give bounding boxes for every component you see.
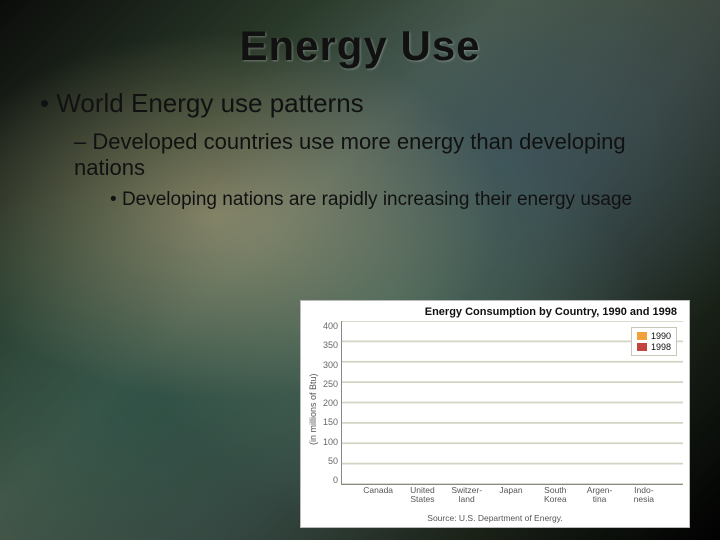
y-tick: 0 (319, 475, 338, 485)
energy-chart: Energy Consumption by Country, 1990 and … (300, 300, 690, 528)
legend-label: 1990 (651, 331, 671, 341)
x-axis-labels: CanadaUnitedStatesSwitzer-landJapanSouth… (342, 486, 683, 498)
x-tick-label: Japan (499, 486, 522, 495)
y-tick: 150 (319, 417, 338, 427)
y-axis-label: (in millions of Btu) (307, 321, 319, 497)
legend-item: 1990 (637, 331, 671, 341)
y-axis-ticks: 400 350 300 250 200 150 100 50 0 (319, 321, 341, 497)
x-tick-label: Indo-nesia (634, 486, 654, 503)
legend-label: 1998 (651, 342, 671, 352)
y-tick: 250 (319, 379, 338, 389)
y-tick: 50 (319, 456, 338, 466)
y-tick: 350 (319, 340, 338, 350)
slide-body: World Energy use patterns Developed coun… (0, 70, 720, 211)
x-tick-label: Switzer-land (451, 486, 482, 503)
legend-item: 1998 (637, 342, 671, 352)
legend-swatch (637, 343, 647, 351)
x-tick-label: Argen-tina (587, 486, 613, 503)
legend-swatch (637, 332, 647, 340)
chart-legend: 19901998 (631, 327, 677, 356)
x-tick-label: UnitedStates (410, 486, 435, 503)
plot-area: 19901998 CanadaUnitedStatesSwitzer-landJ… (341, 321, 683, 485)
y-tick: 200 (319, 398, 338, 408)
bullet-level-2: Developed countries use more energy than… (74, 129, 680, 181)
chart-source: Source: U.S. Department of Energy. (307, 497, 683, 523)
bullet-level-1: World Energy use patterns (40, 88, 680, 119)
x-tick-label: Canada (363, 486, 393, 495)
x-tick-label: SouthKorea (544, 486, 567, 503)
y-tick: 100 (319, 437, 338, 447)
slide-title: Energy Use (0, 0, 720, 70)
y-tick: 300 (319, 360, 338, 370)
y-tick: 400 (319, 321, 338, 331)
bullet-level-3: Developing nations are rapidly increasin… (110, 189, 680, 211)
chart-title: Energy Consumption by Country, 1990 and … (307, 305, 683, 321)
